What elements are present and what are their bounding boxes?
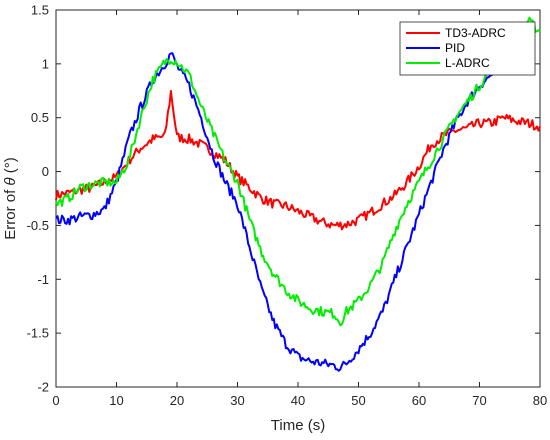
x-axis-label: Time (s) xyxy=(271,417,325,434)
series-line-l-adrc xyxy=(55,16,541,327)
x-tick-label: 60 xyxy=(412,393,426,408)
x-tick-label: 80 xyxy=(533,393,547,408)
x-tick-label: 70 xyxy=(472,393,486,408)
x-tick-label: 50 xyxy=(351,393,365,408)
y-axis-label: Error of θ (°) xyxy=(2,157,19,239)
y-tick-label: 0 xyxy=(42,164,49,179)
x-tick-label: 10 xyxy=(109,393,123,408)
y-tick-label: 0.5 xyxy=(31,110,49,125)
legend-label: TD3-ADRC xyxy=(445,26,506,40)
y-tick-label: -1.5 xyxy=(27,326,49,341)
y-tick-label: -1 xyxy=(37,272,49,287)
y-tick-label: 1.5 xyxy=(31,3,49,18)
legend-label: PID xyxy=(445,41,465,55)
x-tick-label: 40 xyxy=(291,393,305,408)
x-tick-label: 0 xyxy=(52,393,59,408)
x-axis-ticks: 0 10 20 30 40 50 60 70 80 xyxy=(52,10,547,408)
y-axis-ticks: -2 -1.5 -1 -0.5 0 0.5 1 1.5 xyxy=(27,3,540,395)
series-line-pid xyxy=(55,52,523,372)
y-axis-label-suffix: (°) xyxy=(2,157,19,177)
series-layer xyxy=(55,16,541,372)
legend-label: L-ADRC xyxy=(445,56,490,70)
y-axis-label-prefix: Error of xyxy=(2,186,19,240)
y-tick-label: 1 xyxy=(42,56,49,71)
y-axis-label-symbol: θ xyxy=(2,177,19,185)
y-tick-label: -0.5 xyxy=(27,218,49,233)
x-tick-label: 30 xyxy=(230,393,244,408)
x-tick-label: 20 xyxy=(170,393,184,408)
y-tick-label: -2 xyxy=(37,380,49,395)
series-line-td3-adrc xyxy=(55,90,541,231)
